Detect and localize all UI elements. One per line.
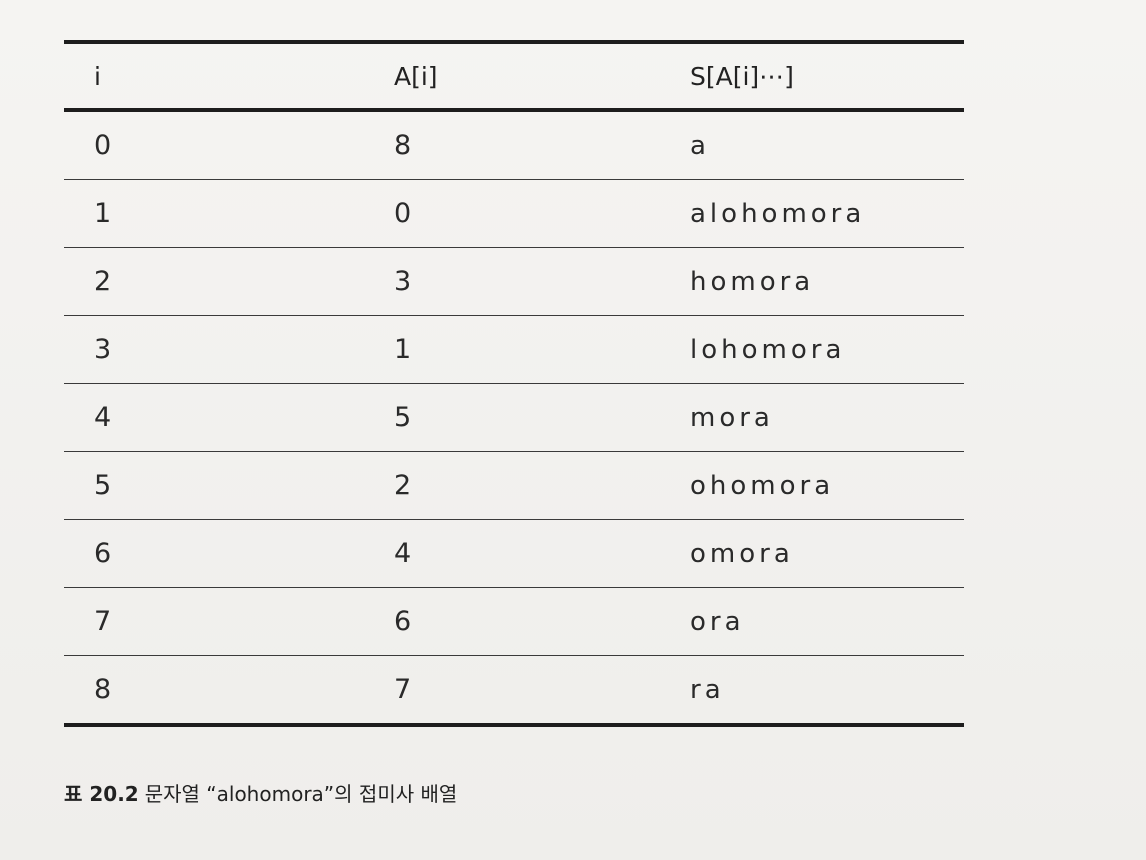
- cell-array-value: 4: [364, 519, 660, 588]
- cell-suffix: homora: [660, 247, 964, 316]
- header-array-value: A[i]: [364, 40, 660, 112]
- table-row: 3 1 lohomora: [64, 315, 964, 384]
- cell-index: 2: [64, 247, 364, 316]
- cell-suffix: a: [660, 110, 964, 180]
- cell-suffix: lohomora: [660, 315, 964, 384]
- table-row: 2 3 homora: [64, 247, 964, 316]
- cell-index: 3: [64, 315, 364, 384]
- cell-array-value: 3: [364, 247, 660, 316]
- cell-array-value: 0: [364, 179, 660, 248]
- table-row: 8 7 ra: [64, 655, 964, 727]
- cell-index: 7: [64, 587, 364, 656]
- table-row: 5 2 ohomora: [64, 451, 964, 520]
- cell-suffix: omora: [660, 519, 964, 588]
- cell-array-value: 6: [364, 587, 660, 656]
- header-index: i: [64, 40, 364, 112]
- cell-array-value: 1: [364, 315, 660, 384]
- suffix-array-table: i A[i] S[A[i]⋯] 0 8 a 1 0 alohomora 2: [64, 40, 964, 727]
- cell-suffix: ohomora: [660, 451, 964, 520]
- cell-array-value: 8: [364, 110, 660, 180]
- cell-index: 8: [64, 655, 364, 727]
- cell-array-value: 2: [364, 451, 660, 520]
- caption-label: 표 20.2: [64, 782, 139, 806]
- cell-index: 1: [64, 179, 364, 248]
- cell-index: 6: [64, 519, 364, 588]
- cell-array-value: 7: [364, 655, 660, 727]
- cell-suffix: alohomora: [660, 179, 964, 248]
- header-suffix: S[A[i]⋯]: [660, 40, 964, 112]
- table-row: 7 6 ora: [64, 587, 964, 656]
- cell-suffix: ra: [660, 655, 964, 727]
- cell-suffix: mora: [660, 383, 964, 452]
- table-header-row: i A[i] S[A[i]⋯]: [64, 40, 964, 112]
- cell-index: 4: [64, 383, 364, 452]
- cell-index: 0: [64, 110, 364, 180]
- table-row: 1 0 alohomora: [64, 179, 964, 248]
- caption-text: 문자열 “alohomora”의 접미사 배열: [144, 782, 458, 806]
- cell-index: 5: [64, 451, 364, 520]
- cell-array-value: 5: [364, 383, 660, 452]
- cell-suffix: ora: [660, 587, 964, 656]
- table-row: 0 8 a: [64, 110, 964, 180]
- table-row: 6 4 omora: [64, 519, 964, 588]
- suffix-array-table-container: i A[i] S[A[i]⋯] 0 8 a 1 0 alohomora 2: [64, 40, 964, 727]
- table-caption: 표 20.2 문자열 “alohomora”의 접미사 배열: [64, 778, 457, 807]
- table-row: 4 5 mora: [64, 383, 964, 452]
